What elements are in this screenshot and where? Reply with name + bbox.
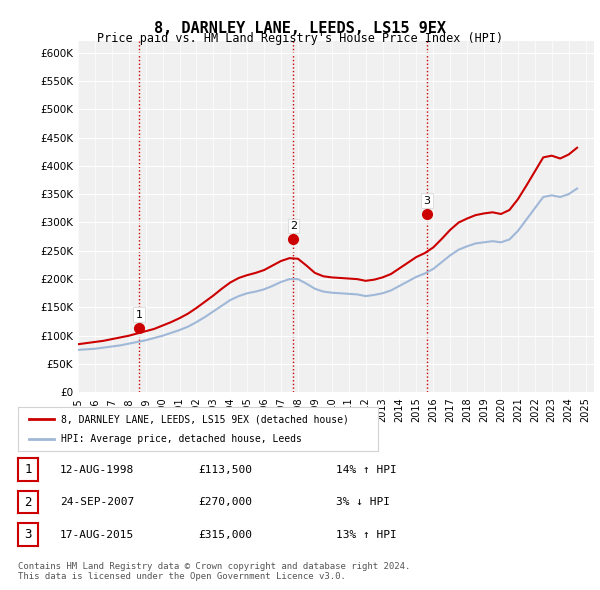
Text: 3: 3	[424, 195, 431, 205]
Text: Contains HM Land Registry data © Crown copyright and database right 2024.
This d: Contains HM Land Registry data © Crown c…	[18, 562, 410, 581]
Text: 1: 1	[24, 463, 32, 476]
Text: £113,500: £113,500	[198, 465, 252, 474]
Text: £270,000: £270,000	[198, 497, 252, 507]
Text: HPI: Average price, detached house, Leeds: HPI: Average price, detached house, Leed…	[61, 434, 302, 444]
Text: 3: 3	[24, 528, 32, 541]
Text: 12-AUG-1998: 12-AUG-1998	[60, 465, 134, 474]
Text: 8, DARNLEY LANE, LEEDS, LS15 9EX: 8, DARNLEY LANE, LEEDS, LS15 9EX	[154, 21, 446, 35]
Text: 2: 2	[290, 221, 297, 231]
Text: 24-SEP-2007: 24-SEP-2007	[60, 497, 134, 507]
Text: 8, DARNLEY LANE, LEEDS, LS15 9EX (detached house): 8, DARNLEY LANE, LEEDS, LS15 9EX (detach…	[61, 415, 349, 424]
Text: 1: 1	[136, 310, 143, 320]
Text: 17-AUG-2015: 17-AUG-2015	[60, 530, 134, 539]
Text: £315,000: £315,000	[198, 530, 252, 539]
Text: Price paid vs. HM Land Registry's House Price Index (HPI): Price paid vs. HM Land Registry's House …	[97, 32, 503, 45]
Text: 2: 2	[24, 496, 32, 509]
Text: 14% ↑ HPI: 14% ↑ HPI	[336, 465, 397, 474]
Text: 3% ↓ HPI: 3% ↓ HPI	[336, 497, 390, 507]
Text: 13% ↑ HPI: 13% ↑ HPI	[336, 530, 397, 539]
